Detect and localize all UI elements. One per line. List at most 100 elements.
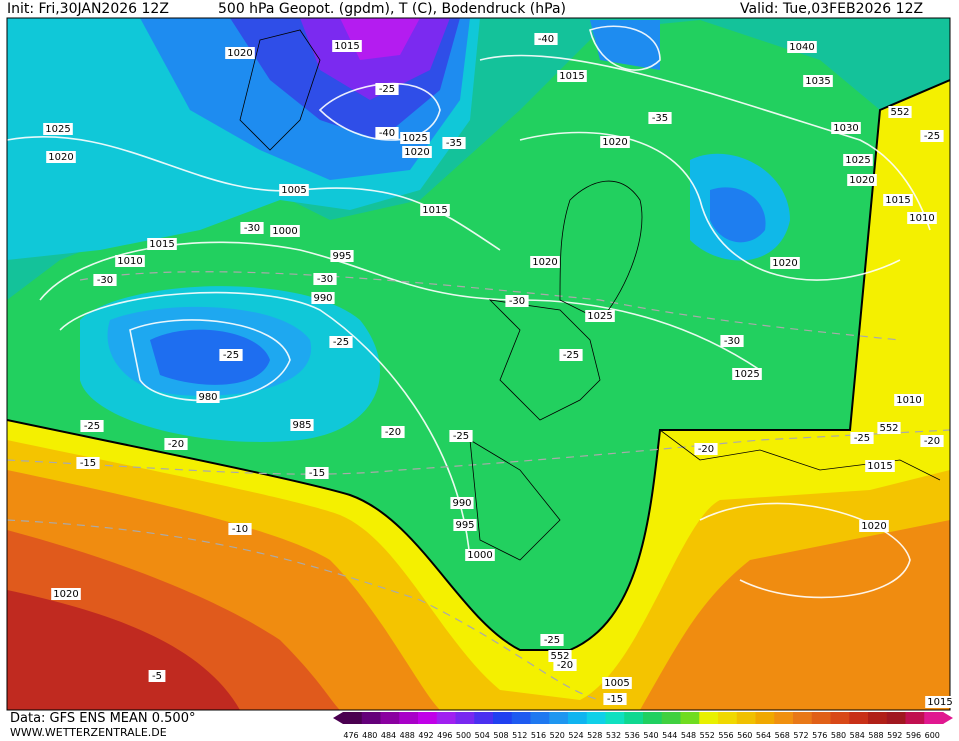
label-box [585,310,615,322]
contour-label: 1020 [53,589,78,600]
colorbar-label: 536 [625,731,640,740]
contour-label: 1005 [281,185,306,196]
colorbar-swatch [643,712,663,724]
contour-label: -20 [557,660,573,671]
contour-label: 1000 [272,226,297,237]
contour-label: -30 [317,274,333,285]
colorbar-swatch [811,712,831,724]
label-box [240,222,264,234]
label-box [787,41,817,53]
map-frame [6,17,951,711]
contour-label: -40 [379,128,395,139]
label-box [43,123,73,135]
colorbar-label: 488 [400,731,415,740]
label-box [557,70,587,82]
colorbar: 476 480 484 488 492 496 500 504 508 512 516 520 524 5… [333,712,953,740]
colorbar-label: 592 [887,731,902,740]
label-box [450,497,474,509]
label-box [877,422,901,434]
contour-label: 995 [455,520,474,531]
label-box [694,443,718,455]
label-box [311,292,335,304]
label-box [115,255,145,267]
label-box [76,457,100,469]
label-box [770,257,800,269]
label-box [600,136,630,148]
label-box [850,432,874,444]
colorbar-label: 480 [362,731,377,740]
colorbar-label: 496 [437,731,452,740]
contour-label: -20 [385,427,401,438]
colorbar-swatch [661,712,681,724]
colorbar-label: 588 [868,731,883,740]
contour-label: 552 [550,651,569,662]
contour-label: 995 [332,251,351,262]
colorbar-swatch [605,712,625,724]
contour-label: 1035 [805,76,830,87]
colorbar-arrow-right [943,712,953,724]
colorbar-swatch [680,712,700,724]
contour-label: 1010 [117,256,142,267]
contour-label: 1015 [559,71,584,82]
colorbar-swatch [793,712,813,724]
contour-label: 1015 [885,195,910,206]
contour-label: -25 [223,350,239,361]
contour-label: 1015 [927,697,952,708]
label-box [530,256,560,268]
colorbar-label: 504 [475,731,490,740]
label-box [553,659,577,671]
label-box [164,438,188,450]
label-box [888,106,912,118]
colorbar-swatch [549,712,569,724]
contour-label: 1025 [587,311,612,322]
title: 500 hPa Geopot. (gpdm), T (C), Bodendruc… [218,1,566,17]
colorbar-label: 532 [606,731,621,740]
contour-label: 552 [890,107,909,118]
contour-label: -25 [924,131,940,142]
colorbar-label: 508 [493,731,508,740]
label-box [449,430,473,442]
label-box [279,184,309,196]
colorbar-swatch [755,712,775,724]
colorbar-swatch [849,712,869,724]
site: WWW.WETTERZENTRALE.DE [10,726,167,739]
label-box [602,677,632,689]
contour-label: -20 [698,444,714,455]
contour-label: 1015 [867,461,892,472]
contour-label: 1020 [772,258,797,269]
contour-label: -20 [924,436,940,447]
label-box [375,83,399,95]
label-box [270,225,300,237]
label-box [603,693,627,705]
contour-label: -30 [724,336,740,347]
label-box [375,127,399,139]
colorbar-swatch [361,712,381,724]
label-box [420,204,450,216]
contour-label: -25 [84,421,100,432]
colorbar-label: 556 [718,731,733,740]
colorbar-label: 552 [700,731,715,740]
label-box [381,426,405,438]
contour-label: 1040 [789,42,814,53]
colorbar-label: 540 [643,731,658,740]
colorbar-swatch [905,712,925,724]
colorbar-swatch [343,712,363,724]
colorbar-swatch [474,712,494,724]
label-box [305,467,329,479]
colorbar-label: 528 [587,731,602,740]
colorbar-swatch [399,712,419,724]
colorbar-label: 544 [662,731,677,740]
colorbar-swatch [886,712,906,724]
label-box [228,523,252,535]
label-box [559,349,583,361]
colorbar-swatch [380,712,400,724]
label-box [894,394,924,406]
contour-label: -30 [244,223,260,234]
contour-label: -15 [309,468,325,479]
contour-label: -25 [563,350,579,361]
contour-label: 1025 [734,369,759,380]
contour-label: -25 [453,431,469,442]
contour-label: -35 [446,138,462,149]
data-source: Data: GFS ENS MEAN 0.500° [10,711,196,726]
